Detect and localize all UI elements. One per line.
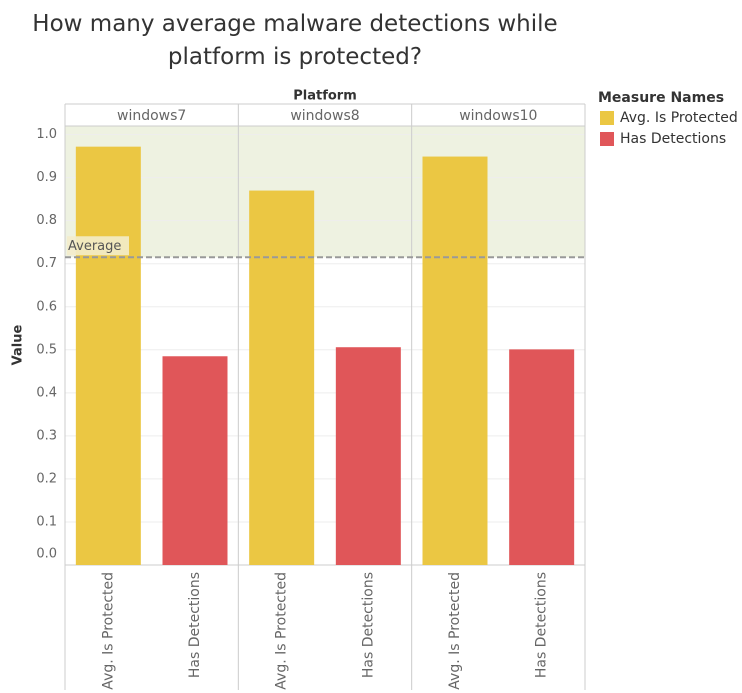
- x-tick-label: Avg. Is Protected: [447, 572, 463, 690]
- legend-swatch: [600, 132, 614, 146]
- bar: [162, 356, 228, 565]
- bar: [75, 146, 141, 566]
- y-tick-label: 0.8: [36, 213, 57, 228]
- y-tick-label: 0.3: [36, 428, 57, 443]
- y-axis-label: Value: [11, 324, 26, 365]
- column-header: Platform: [293, 89, 357, 104]
- y-tick-label: 0.2: [36, 471, 57, 486]
- x-tick-label: Avg. Is Protected: [274, 572, 290, 690]
- y-tick-label: 0.6: [36, 299, 57, 314]
- legend-swatch: [600, 111, 614, 125]
- y-tick-label: 0.4: [36, 385, 57, 400]
- y-tick-label: 0.9: [36, 170, 57, 185]
- reference-label: Average: [68, 239, 121, 254]
- y-tick-label: 1.0: [36, 127, 57, 142]
- chart-title: How many average malware detections whil…: [32, 11, 558, 70]
- y-tick-label: 0.1: [36, 514, 57, 529]
- panel-header: windows8: [290, 108, 359, 124]
- x-tick-label: Has Detections: [534, 572, 550, 678]
- reference-label-bg: [67, 236, 129, 256]
- legend-label: Has Detections: [620, 131, 726, 147]
- panel-header: windows7: [117, 108, 186, 124]
- x-tick-label: Has Detections: [187, 572, 203, 678]
- bar: [335, 347, 401, 565]
- y-tick-label: 0.5: [36, 342, 57, 357]
- panel-header: windows10: [459, 108, 537, 124]
- x-tick-label: Has Detections: [360, 572, 376, 678]
- bar: [509, 349, 575, 565]
- y-tick-label: 0.0: [36, 547, 57, 562]
- legend-label: Avg. Is Protected: [620, 110, 738, 126]
- x-tick-label: Avg. Is Protected: [100, 572, 116, 690]
- bar: [249, 190, 315, 565]
- legend-title: Measure Names: [598, 90, 724, 106]
- y-tick-label: 0.7: [36, 256, 57, 271]
- reference-band: [65, 126, 585, 258]
- bar: [422, 156, 488, 565]
